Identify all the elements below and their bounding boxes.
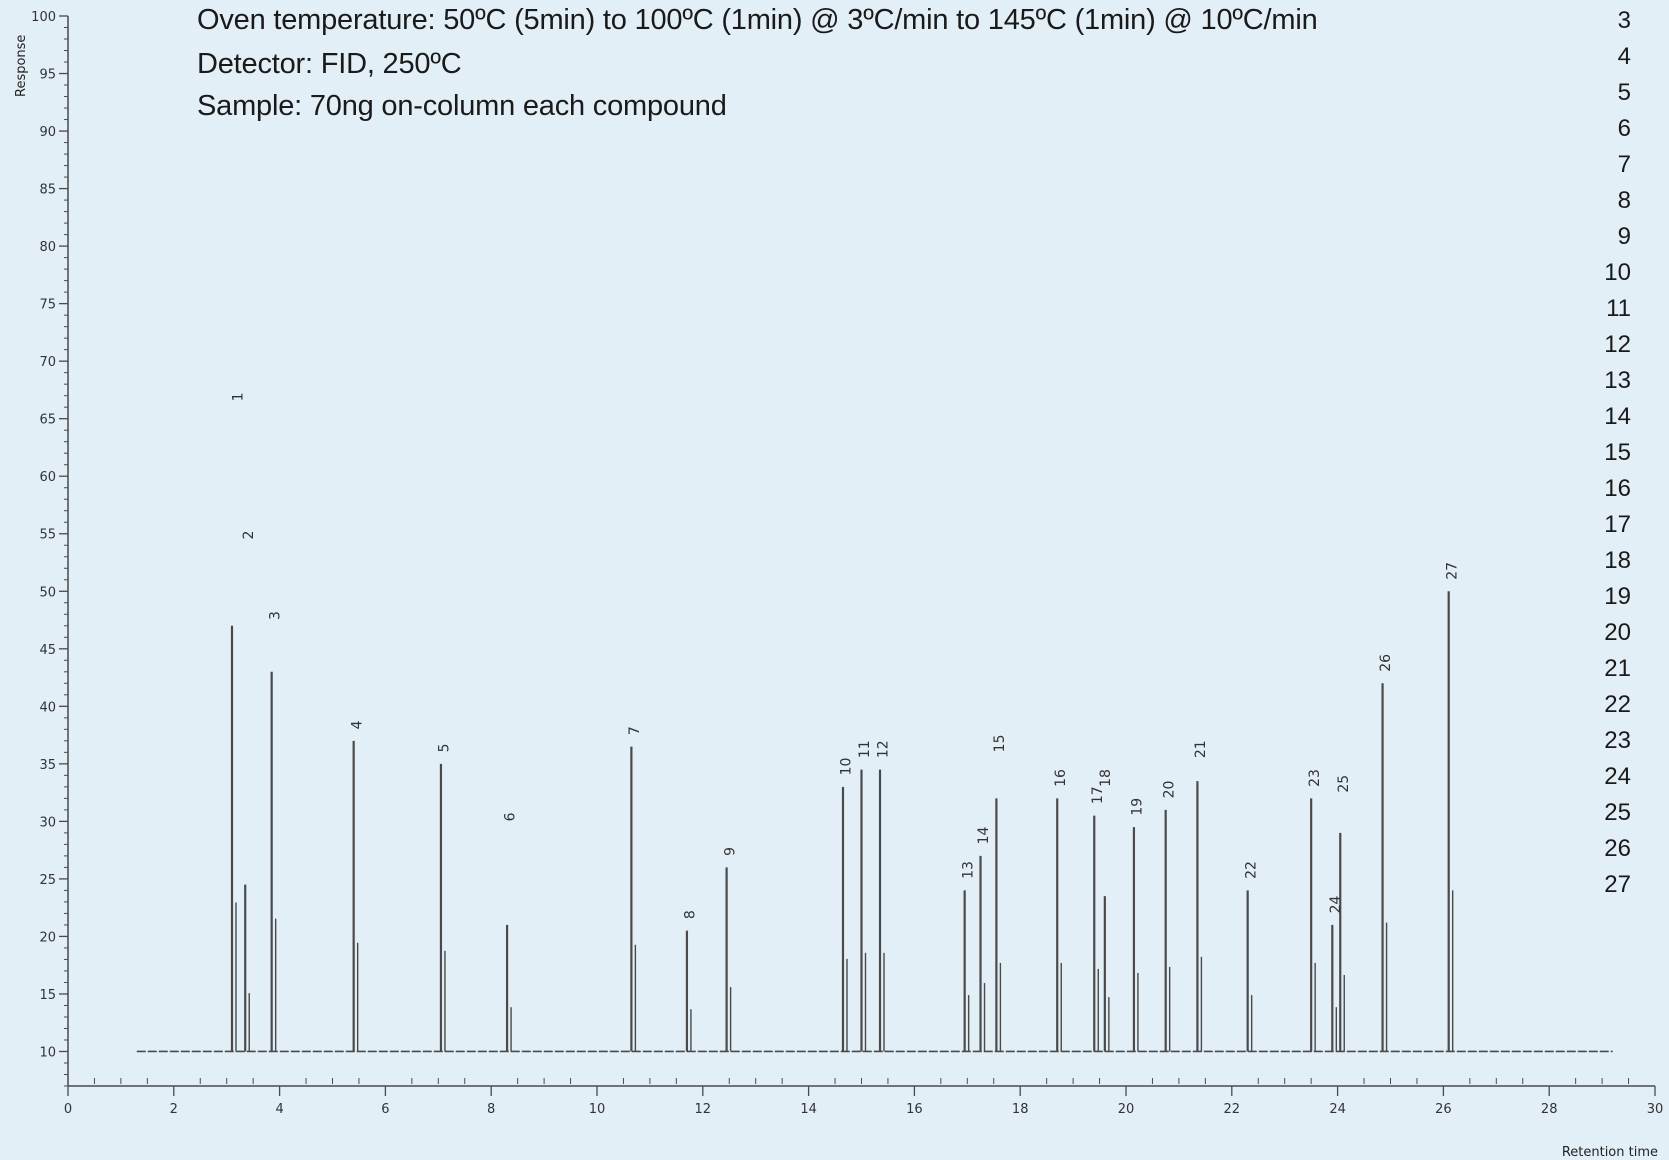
compound-number: 8 — [1617, 187, 1631, 214]
x-tick-label: 2 — [170, 1102, 178, 1117]
compound-number: 23 — [1604, 727, 1631, 754]
peak-label: 6 — [503, 812, 519, 821]
peak-label: 18 — [1098, 769, 1114, 787]
peak-label: 8 — [683, 910, 699, 919]
x-tick-label: 0 — [64, 1102, 72, 1117]
peak-label: 13 — [960, 861, 976, 879]
peak-label: 9 — [722, 847, 738, 856]
y-tick-label: 85 — [39, 183, 56, 198]
compound-number: 14 — [1604, 403, 1631, 430]
condition-oven-temperature: Oven temperature: 50ºC (5min) to 100ºC (… — [197, 4, 1318, 36]
compound-number: 9 — [1617, 223, 1631, 250]
x-tick-label: 12 — [695, 1102, 712, 1117]
y-tick-label: 25 — [39, 873, 56, 888]
condition-sample: Sample: 70ng on-column each compound — [197, 90, 727, 122]
compound-number: 4 — [1617, 43, 1631, 70]
y-tick-label: 75 — [39, 298, 56, 313]
compound-number: 21 — [1604, 655, 1631, 682]
compound-number: 25 — [1604, 799, 1631, 826]
peak-label: 11 — [857, 740, 873, 758]
y-tick-label: 35 — [39, 758, 56, 773]
y-tick-label: 70 — [39, 355, 56, 370]
compound-number: 10 — [1604, 259, 1631, 286]
chromatogram-trace — [136, 591, 1613, 1053]
compound-number: 6 — [1617, 115, 1631, 142]
x-tick-label: 16 — [906, 1102, 923, 1117]
compound-number-list: 3 4 5 6 7 8 9 10 11 12 13 14 15 16 17 18 19 20 21 22 23 24 25 2… — [1551, 3, 1631, 903]
x-tick-label: 26 — [1435, 1102, 1452, 1117]
y-tick-label: 40 — [39, 700, 56, 715]
x-tick-label: 4 — [275, 1102, 283, 1117]
peak-label: 4 — [349, 720, 365, 729]
x-tick-label: 18 — [1012, 1102, 1029, 1117]
peak-label: 14 — [976, 826, 992, 844]
y-tick-label: 15 — [39, 988, 56, 1003]
peak-label: 23 — [1307, 769, 1323, 787]
peak-label: 19 — [1130, 798, 1146, 816]
compound-number: 20 — [1604, 619, 1631, 646]
compound-number: 17 — [1604, 511, 1631, 538]
peak-label: 27 — [1444, 562, 1460, 580]
compound-number: 19 — [1604, 583, 1631, 610]
x-axis-label: Retention time — [1562, 1145, 1658, 1160]
peak-label: 15 — [992, 735, 1008, 753]
peak-label: 12 — [876, 740, 892, 758]
compound-number: 22 — [1604, 691, 1631, 718]
x-tick-label: 14 — [800, 1102, 817, 1117]
y-tick-label: 100 — [31, 10, 56, 25]
compound-number: 11 — [1606, 295, 1631, 322]
compound-number: 15 — [1604, 439, 1631, 466]
y-tick-label: 50 — [39, 585, 56, 600]
compound-number: 16 — [1604, 475, 1631, 502]
peak-label: 3 — [267, 611, 283, 620]
peak-label: 22 — [1243, 861, 1259, 879]
peak-label: 5 — [437, 743, 453, 752]
y-tick-label: 90 — [39, 125, 56, 140]
peak-label: 25 — [1336, 775, 1352, 793]
y-tick-label: 80 — [39, 240, 56, 255]
y-axis-label: Response — [14, 35, 29, 97]
y-tick-label: 45 — [39, 643, 56, 658]
peak-label: 20 — [1161, 781, 1177, 799]
condition-detector: Detector: FID, 250ºC — [197, 48, 462, 80]
peak-label: 26 — [1378, 654, 1394, 672]
compound-number: 18 — [1604, 547, 1631, 574]
x-tick-label: 30 — [1647, 1102, 1664, 1117]
y-tick-label: 10 — [39, 1045, 56, 1060]
compound-number: 7 — [1617, 151, 1631, 178]
peak-label: 10 — [839, 758, 855, 776]
y-tick-label: 65 — [39, 413, 56, 428]
x-tick-label: 6 — [381, 1102, 389, 1117]
x-tick-label: 24 — [1329, 1102, 1346, 1117]
x-tick-label: 10 — [589, 1102, 606, 1117]
y-tick-label: 55 — [39, 528, 56, 543]
peak-label: 21 — [1193, 740, 1209, 758]
x-tick-label: 28 — [1541, 1102, 1558, 1117]
y-tick-label: 60 — [39, 470, 56, 485]
peak-label: 1 — [230, 393, 246, 402]
compound-number: 26 — [1604, 835, 1631, 862]
x-tick-label: 8 — [487, 1102, 495, 1117]
y-tick-label: 20 — [39, 930, 56, 945]
compound-number: 24 — [1604, 763, 1631, 790]
y-tick-label: 95 — [39, 68, 56, 83]
peak-label: 2 — [241, 531, 257, 540]
compound-number: 13 — [1604, 367, 1631, 394]
peak-label: 24 — [1328, 896, 1344, 914]
x-tick-label: 22 — [1224, 1102, 1241, 1117]
peak-label: 17 — [1090, 786, 1106, 804]
compound-number: 27 — [1604, 871, 1631, 898]
compound-number: 3 — [1617, 7, 1631, 34]
chart-axes: 1015202530354045505560657075808590951000… — [31, 10, 1663, 1117]
peak-label: 7 — [627, 726, 643, 735]
compound-number: 5 — [1617, 79, 1631, 106]
x-tick-label: 20 — [1118, 1102, 1135, 1117]
peak-label: 16 — [1053, 769, 1069, 787]
compound-number: 12 — [1604, 331, 1631, 358]
y-tick-label: 30 — [39, 815, 56, 830]
